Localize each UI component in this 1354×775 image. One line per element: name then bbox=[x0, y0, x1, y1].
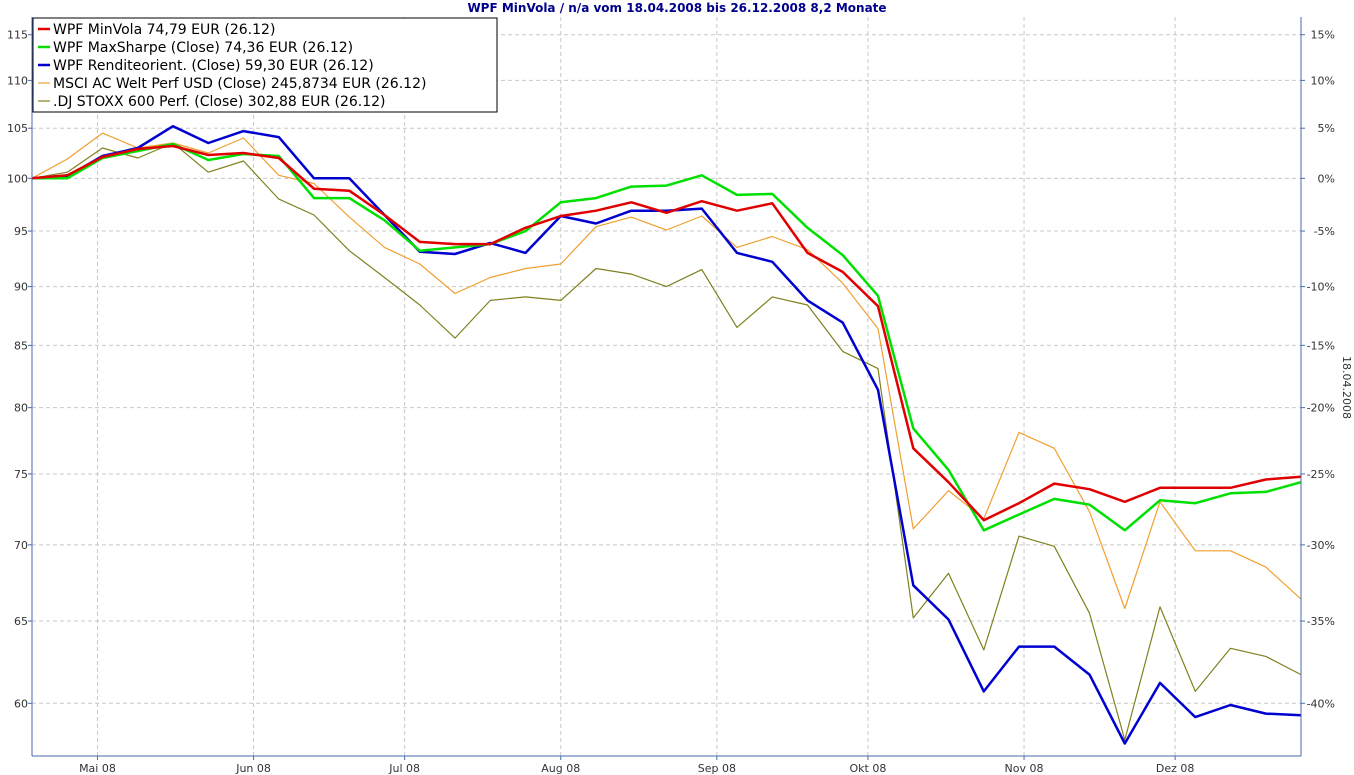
left-tick-label: 100 bbox=[7, 172, 28, 185]
right-tick-label: 10% bbox=[1311, 74, 1335, 87]
series-line-4 bbox=[31, 132, 1302, 610]
right-tick-label: 0% bbox=[1318, 172, 1335, 185]
x-tick-label: Dez 08 bbox=[1156, 762, 1195, 775]
right-tick-label: 5% bbox=[1318, 122, 1335, 135]
left-tick-label: 90 bbox=[14, 281, 28, 294]
left-tick-label: 95 bbox=[14, 225, 28, 238]
left-tick-label: 80 bbox=[14, 402, 28, 415]
series-line-3 bbox=[31, 124, 1302, 745]
x-tick-label: Aug 08 bbox=[541, 762, 580, 775]
left-tick-label: 115 bbox=[7, 29, 28, 42]
left-tick-label: 110 bbox=[7, 74, 28, 87]
tick-labels: 60 -40% 65 -35% 70 -30% 75 -25% 80 -20% 85 -15% 90 -1… bbox=[7, 29, 1335, 775]
legend-box bbox=[32, 17, 498, 113]
axes bbox=[31, 17, 1302, 757]
left-tick-label: 65 bbox=[14, 615, 28, 628]
right-tick-label: 15% bbox=[1311, 29, 1335, 42]
right-tick-label: -25% bbox=[1307, 468, 1335, 481]
right-tick-label: -35% bbox=[1307, 615, 1335, 628]
legend-entry: WPF MinVola 74,79 EUR (26.12) bbox=[53, 22, 275, 38]
right-tick-label: -20% bbox=[1307, 402, 1335, 415]
left-tick-label: 60 bbox=[14, 697, 28, 710]
x-tick-label: Jun 08 bbox=[235, 762, 271, 775]
right-tick-label: -40% bbox=[1307, 697, 1335, 710]
left-tick-label: 85 bbox=[14, 339, 28, 352]
series-line-1 bbox=[31, 144, 1302, 522]
left-tick-label: 70 bbox=[14, 539, 28, 552]
left-tick-label: 105 bbox=[7, 122, 28, 135]
right-tick-label: -10% bbox=[1307, 281, 1335, 294]
series-line-5 bbox=[31, 142, 1302, 741]
x-tick-label: Mai 08 bbox=[79, 762, 116, 775]
x-tick-label: Okt 08 bbox=[850, 762, 887, 775]
x-tick-label: Sep 08 bbox=[698, 762, 736, 775]
legend-entry: MSCI AC Welt Perf USD (Close) 245,8734 E… bbox=[53, 76, 426, 92]
legend-entry: .DJ STOXX 600 Perf. (Close) 302,88 EUR (… bbox=[53, 94, 386, 110]
chart-title: WPF MinVola / n/a vom 18.04.2008 bis 26.… bbox=[467, 1, 887, 15]
right-tick-label: -15% bbox=[1307, 339, 1335, 352]
legend-entry: WPF Renditeorient. (Close) 59,30 EUR (26… bbox=[53, 58, 374, 74]
left-tick-label: 75 bbox=[14, 468, 28, 481]
series-lines bbox=[31, 124, 1302, 745]
legend: WPF MinVola 74,79 EUR (26.12) WPF MaxShar… bbox=[32, 17, 498, 113]
legend-entry: WPF MaxSharpe (Close) 74,36 EUR (26.12) bbox=[53, 40, 353, 56]
right-tick-label: -5% bbox=[1314, 225, 1335, 238]
gridlines bbox=[32, 17, 1301, 756]
x-tick-label: Jul 08 bbox=[388, 762, 420, 775]
right-axis-label: 18.04.2008 bbox=[1340, 356, 1353, 419]
right-tick-label: -30% bbox=[1307, 539, 1335, 552]
x-tick-label: Nov 08 bbox=[1005, 762, 1044, 775]
